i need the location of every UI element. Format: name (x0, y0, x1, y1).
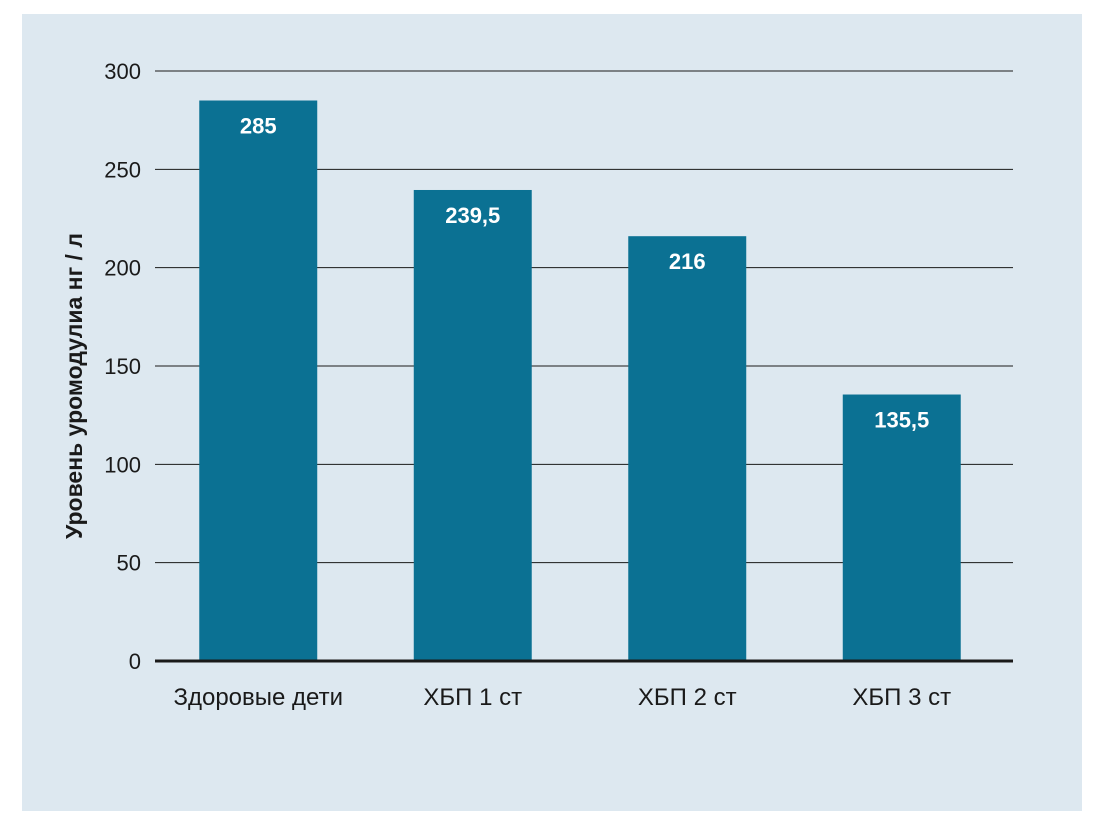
y-tick-labels: 0 50 100 150 200 250 300 (104, 59, 141, 674)
y-tick-label-150: 150 (104, 354, 141, 379)
bar-value-label-1: 285 (240, 114, 277, 139)
x-category-label-2: ХБП 1 ст (423, 684, 522, 711)
x-category-labels: Здоровые дети ХБП 1 ст ХБП 2 ст ХБП 3 ст (173, 684, 951, 711)
x-category-label-4: ХБП 3 ст (852, 684, 951, 711)
bar-value-labels: 285 239,5 216 135,5 (240, 114, 929, 433)
bar-2 (413, 189, 532, 661)
x-category-label-3: ХБП 2 ст (638, 684, 737, 711)
bar-4 (842, 394, 961, 661)
y-tick-label-200: 200 (104, 256, 141, 281)
bar-value-label-4: 135,5 (874, 408, 929, 433)
y-tick-label-250: 250 (104, 157, 141, 182)
y-axis-title: Уровень уромодулиа нг / л (61, 233, 87, 539)
y-tick-label-50: 50 (117, 551, 141, 576)
bar-value-label-3: 216 (669, 249, 706, 274)
y-tick-label-100: 100 (104, 452, 141, 477)
bar-1 (199, 100, 318, 661)
y-tick-label-0: 0 (129, 649, 141, 674)
bar-3 (628, 236, 747, 661)
bars (199, 100, 961, 661)
y-tick-label-300: 300 (104, 59, 141, 84)
bar-value-label-2: 239,5 (445, 203, 500, 228)
x-category-label-1: Здоровые дети (173, 684, 343, 711)
